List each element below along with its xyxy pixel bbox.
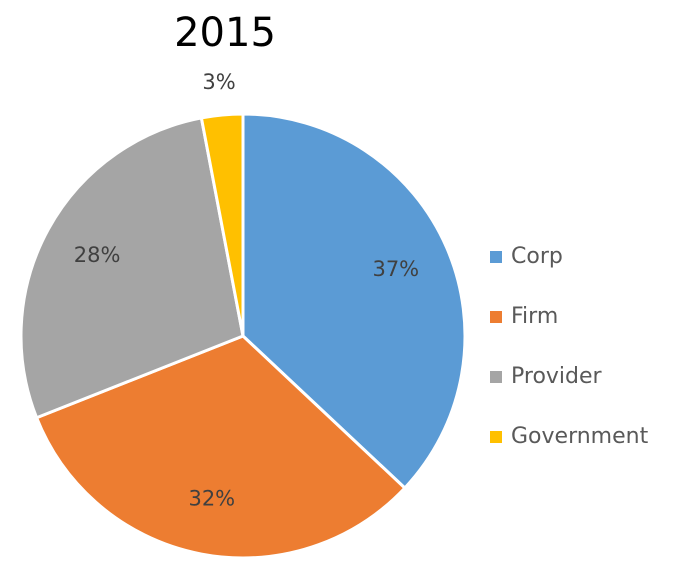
- legend-label: Provider: [511, 364, 603, 389]
- chart-title: 2015: [174, 10, 276, 56]
- legend-label: Firm: [511, 304, 558, 329]
- legend-swatch: [490, 371, 502, 383]
- data-label: 32%: [188, 487, 235, 511]
- pie-slice: [19, 116, 245, 420]
- data-label: 37%: [372, 257, 419, 281]
- legend-swatch: [490, 311, 502, 323]
- pie-slice: [241, 112, 467, 491]
- data-label: 3%: [202, 70, 235, 94]
- pie-slice: [199, 112, 245, 337]
- pie-slice: [34, 334, 407, 560]
- legend-swatch: [490, 431, 502, 443]
- legend-label: Corp: [511, 244, 563, 269]
- legend-label: Government: [511, 424, 649, 449]
- legend-swatch: [490, 251, 502, 263]
- data-label: 28%: [74, 243, 121, 267]
